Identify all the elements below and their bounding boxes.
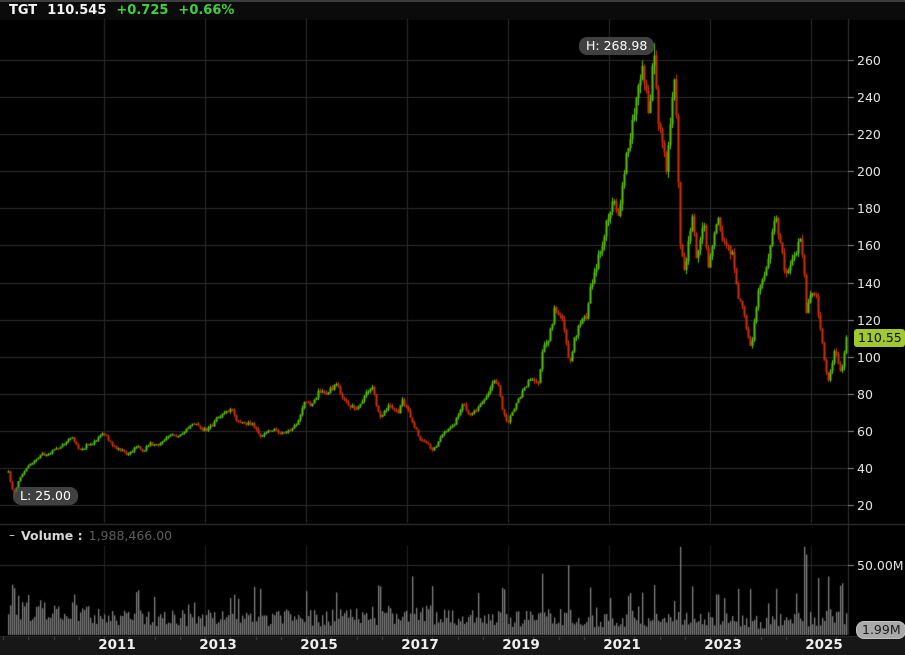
- price-axis-label: 120: [857, 312, 881, 328]
- price-axis-label: 80: [857, 386, 873, 402]
- high-marker: H: 268.98: [579, 37, 655, 55]
- year-label: 2017: [401, 637, 439, 653]
- price-change-percent: +0.66%: [178, 3, 235, 18]
- year-label: 2011: [98, 637, 136, 653]
- volume-badge: 1.99M: [856, 621, 905, 639]
- low-marker: L: 25.00: [13, 487, 78, 505]
- year-label: 2025: [805, 637, 843, 653]
- price-axis-label: 200: [857, 164, 881, 180]
- price-axis-label: 20: [857, 498, 873, 513]
- price-axis-label: 160: [857, 238, 881, 254]
- volume-axis-label: 50.00M: [857, 558, 904, 573]
- price-axis-label: 220: [857, 127, 881, 143]
- price-axis-label: 100: [857, 349, 881, 365]
- price-axis-label: 60: [857, 423, 873, 439]
- price-axis-label: 180: [857, 201, 881, 217]
- ticker-symbol: TGT: [9, 3, 38, 18]
- price-axis-label: 240: [857, 90, 881, 106]
- year-label: 2013: [199, 637, 237, 653]
- last-price-badge: 110.55: [854, 329, 905, 348]
- year-label: 2021: [603, 637, 641, 653]
- price-axis-label: 140: [857, 275, 881, 291]
- collapse-volume-button[interactable]: –: [9, 528, 15, 542]
- last-price: 110.545: [47, 3, 107, 18]
- volume-label: Volume :: [21, 527, 83, 543]
- price-axis-label: 40: [857, 460, 873, 476]
- price-axis-label: 260: [857, 53, 881, 68]
- volume-pane-header: – Volume : 1,988,466.00: [0, 525, 905, 545]
- year-label: 2023: [704, 637, 742, 653]
- year-label: 2015: [300, 637, 338, 653]
- quote-header: TGT 110.545 +0.725 +0.66%: [0, 0, 905, 19]
- price-change: +0.725: [116, 3, 169, 18]
- volume-value: 1,988,466.00: [88, 527, 173, 543]
- year-label: 2019: [502, 637, 540, 653]
